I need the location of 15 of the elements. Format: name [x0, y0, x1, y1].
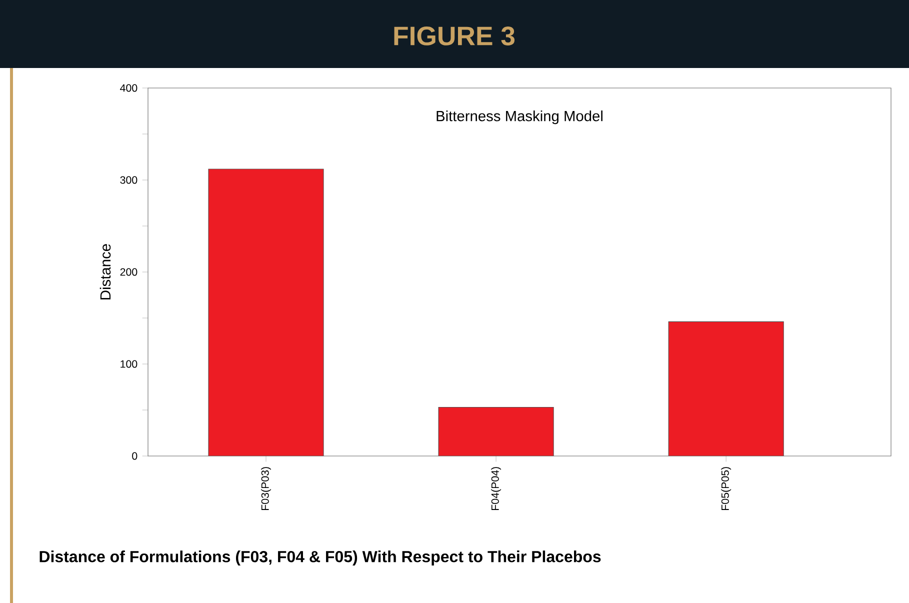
x-tick-label: F05(P05): [721, 467, 732, 510]
bar: [438, 406, 554, 456]
y-tick-label: 300: [120, 176, 138, 184]
y-axis-title: Distance: [100, 244, 111, 300]
text: Distance of Formulations (F03, F04 & F05) With Respect to Their Placebos: [40, 550, 601, 566]
bar: [208, 168, 324, 456]
chart-title: FIGURE 3: [394, 26, 515, 46]
y-tick-label: 0: [132, 452, 138, 460]
x-tick-label: F04(P04): [491, 467, 502, 510]
y-tick-label: 400: [120, 84, 138, 92]
y-tick-label: 100: [120, 360, 138, 368]
text: Bitterness Masking Model: [436, 110, 602, 124]
x-tick-label: F03(P03): [261, 467, 271, 510]
bar: [668, 321, 784, 456]
y-tick-label: 200: [120, 268, 138, 276]
